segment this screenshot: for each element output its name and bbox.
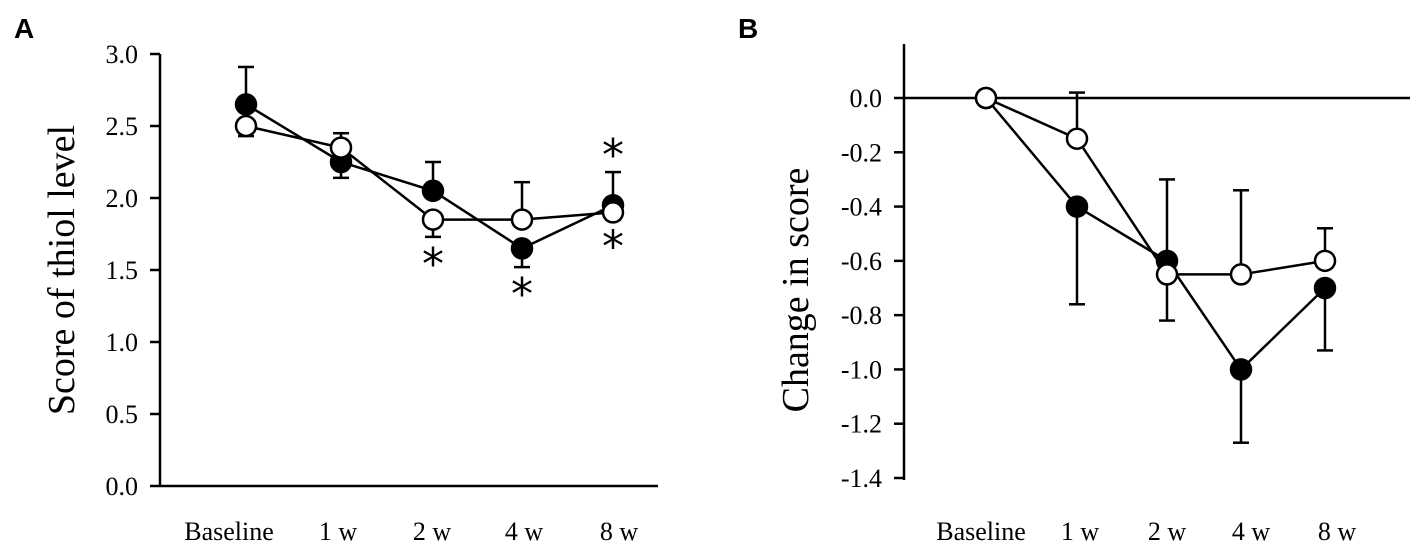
panel-a-y-tick-label: 2.0 <box>106 184 139 213</box>
panel-b-y-tick-label: 0.0 <box>850 84 883 113</box>
panel-b-point-filled <box>1229 358 1253 381</box>
panel-b-point-filled <box>1313 276 1337 300</box>
panel-b-y-tick-label: -0.4 <box>841 193 882 222</box>
panel-a-y-tick-label: 0.0 <box>106 472 139 501</box>
panel-b-point-open <box>974 86 998 110</box>
panel-b-y-tick-label: -1.0 <box>841 355 882 384</box>
panel-b-y-tick-label: -1.2 <box>841 410 882 439</box>
panel-a-point-open <box>510 208 534 231</box>
panel-a-significance-asterisk: * <box>422 239 444 290</box>
panel-b-point-open <box>1065 127 1089 150</box>
panel-a-point-filled <box>234 93 258 116</box>
panel-a-point-open <box>234 114 258 138</box>
panel-a-point-open <box>421 208 445 231</box>
panel-a-y-tick-label: 0.5 <box>106 400 139 429</box>
panel-b-y-axis-title: Change in score <box>775 168 817 413</box>
panel-a-x-tick-label: Baseline <box>184 517 274 546</box>
panel-b-x-tick-label: 2 w <box>1148 517 1187 546</box>
panel-a-y-tick-label: 1.5 <box>106 256 139 285</box>
panel-a-x-tick-label: 8 w <box>600 517 639 546</box>
panel-a-point-filled <box>510 237 534 260</box>
panel-a-series-line-open <box>245 124 614 221</box>
panel-a-x-tick-label: 1 w <box>319 517 358 546</box>
panel-b-x-tick-label: 8 w <box>1318 517 1357 546</box>
panel-a-point-filled <box>421 179 445 203</box>
panel-b-y-tick-label: -0.6 <box>841 247 882 276</box>
panel-a-point-open <box>329 136 353 159</box>
panel-a-y-axis-title: Score of thiol level <box>41 125 83 415</box>
panel-a-point-open <box>601 201 625 224</box>
panel-b-point-filled <box>1065 195 1089 218</box>
panel-b-point-open <box>1155 263 1179 286</box>
panel-b-label: B <box>738 13 758 44</box>
panel-a-significance-asterisk: * <box>602 222 624 273</box>
panel-b-point-open <box>1229 263 1253 286</box>
panel-a-significance-asterisk: * <box>511 269 533 320</box>
panel-b-x-tick-label: 1 w <box>1061 517 1100 546</box>
panel-a-chart: A Score of thiol level 0.0 0.5 1.0 1.5 2.0 2.… <box>14 13 658 546</box>
panel-b-point-open <box>1313 249 1337 273</box>
panel-b-series-line-filled <box>985 97 1326 372</box>
panel-b-x-tick-label: 4 w <box>1232 517 1271 546</box>
panel-b-series-line-open <box>985 96 1326 276</box>
panel-a-significance-asterisk: * <box>602 130 624 181</box>
panel-a-x-tick-label: 2 w <box>413 517 452 546</box>
panel-b-x-tick-label: Baseline <box>936 517 1026 546</box>
panel-b-y-tick-label: -0.8 <box>841 301 882 330</box>
panel-a-y-tick-label: 3.0 <box>106 40 139 69</box>
panel-b-y-tick-label: -0.2 <box>841 138 882 167</box>
panel-a-y-tick-label: 2.5 <box>106 112 139 141</box>
panel-a-y-tick-label: 1.0 <box>106 328 139 357</box>
panel-b-chart: B Change in score 0.0 -0.2 -0.4 -0.6 -0.8 -1.… <box>738 13 1410 546</box>
panel-a-label: A <box>14 13 34 44</box>
panel-a-x-tick-label: 4 w <box>505 517 544 546</box>
panel-b-y-tick-label: -1.4 <box>841 464 882 493</box>
